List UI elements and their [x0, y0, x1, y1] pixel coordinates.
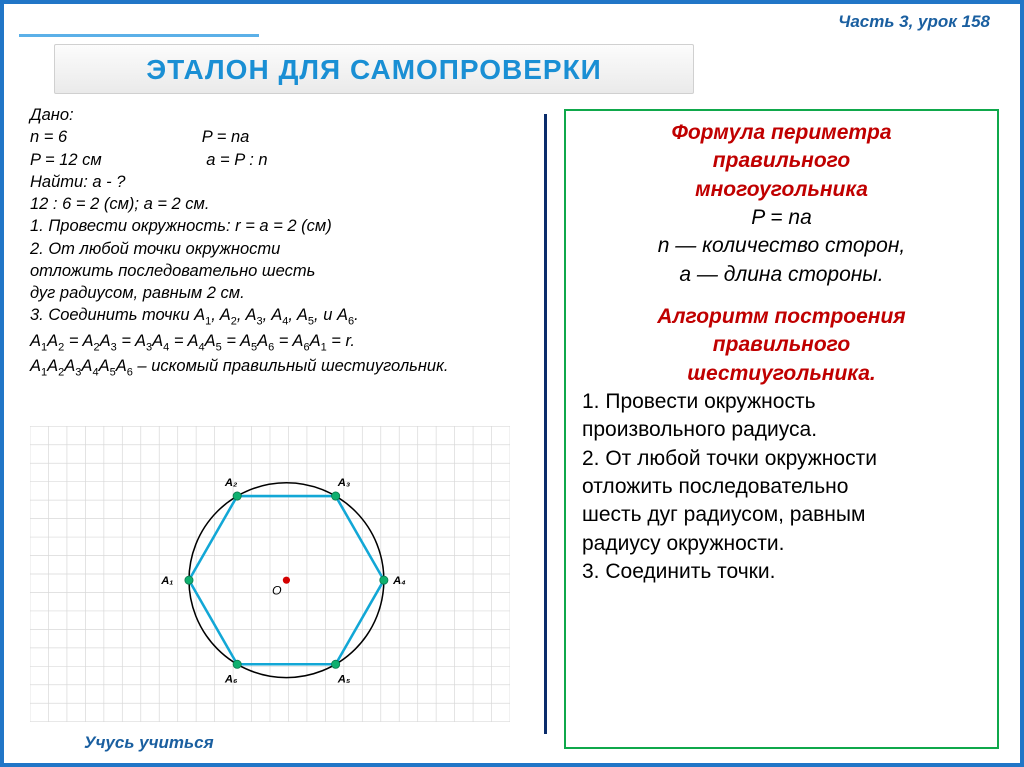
accent-line [19, 34, 259, 37]
step2a: 2. От любой точки окружности [30, 238, 530, 260]
hexagon-diagram: A₁ A₂ A₃ A₄ A₅ A₆ O [30, 424, 510, 724]
given-label: Дано: [30, 104, 530, 126]
formula-heading-l1: Формула периметра [582, 119, 981, 147]
perimeter-formula: P = na [582, 204, 981, 232]
svg-text:A₄: A₄ [392, 575, 406, 587]
formula-heading-l2: правильного [582, 147, 981, 175]
equality-line: A1A2 = A2A3 = A3A4 = A4A5 = A5A6 = A6A1 … [30, 330, 530, 355]
given-n: n = 6 P = na [30, 126, 530, 148]
page-title: ЭТАЛОН ДЛЯ САМОПРОВЕРКИ [54, 44, 694, 94]
algo-step2b: отложить последовательно [582, 473, 981, 501]
algo-step1a: 1. Провести окружность [582, 388, 981, 416]
algo-step2d: радиусу окружности. [582, 530, 981, 558]
find-line: Найти: a - ? [30, 171, 530, 193]
svg-text:O: O [272, 584, 282, 598]
footer-motto: Учусь учиться [84, 733, 214, 753]
algo-step2a: 2. От любой точки окружности [582, 445, 981, 473]
calc-line: 12 : 6 = 2 (см); a = 2 см. [30, 193, 530, 215]
conclusion-line: A1A2A3A4A5A6 – искомый правильный шестиу… [30, 355, 530, 380]
step1: 1. Провести окружность: r = a = 2 (см) [30, 215, 530, 237]
header-label: Часть 3, урок 158 [838, 12, 990, 32]
vertical-divider [544, 114, 547, 734]
algo-step2c: шесть дуг радиусом, равным [582, 501, 981, 529]
algo-heading-l1: Алгоритм построения [582, 303, 981, 331]
algo-step1b: произвольного радиуса. [582, 416, 981, 444]
spacer [582, 289, 981, 303]
algo-step3: 3. Соединить точки. [582, 558, 981, 586]
algo-heading-l3: шестиугольника. [582, 360, 981, 388]
algo-heading-l2: правильного [582, 331, 981, 359]
slide: Часть 3, урок 158 ЭТАЛОН ДЛЯ САМОПРОВЕРК… [0, 0, 1024, 767]
formula-heading-l3: многоугольника [582, 176, 981, 204]
a-description: a — длина стороны. [582, 261, 981, 289]
svg-text:A₅: A₅ [337, 674, 351, 686]
a-formula: a = P : n [206, 149, 267, 171]
right-box: Формула периметра правильного многоуголь… [564, 109, 999, 749]
given-p: P = 12 см a = P : n [30, 149, 530, 171]
step2c: дуг радиусом, равным 2 см. [30, 282, 530, 304]
p-value: P = 12 см [30, 151, 102, 169]
step2b: отложить последовательно шесть [30, 260, 530, 282]
svg-text:A₆: A₆ [224, 674, 238, 686]
svg-text:A₃: A₃ [337, 477, 351, 489]
step3: 3. Соединить точки A1, A2, A3, A4, A5, и… [30, 304, 530, 329]
left-column: Дано: n = 6 P = na P = 12 см a = P : n Н… [30, 104, 530, 380]
svg-text:A₂: A₂ [224, 477, 237, 489]
n-description: n — количество сторон, [582, 232, 981, 260]
n-value: n = 6 [30, 128, 67, 146]
svg-text:A₁: A₁ [160, 575, 173, 587]
p-formula: P = na [202, 126, 250, 148]
